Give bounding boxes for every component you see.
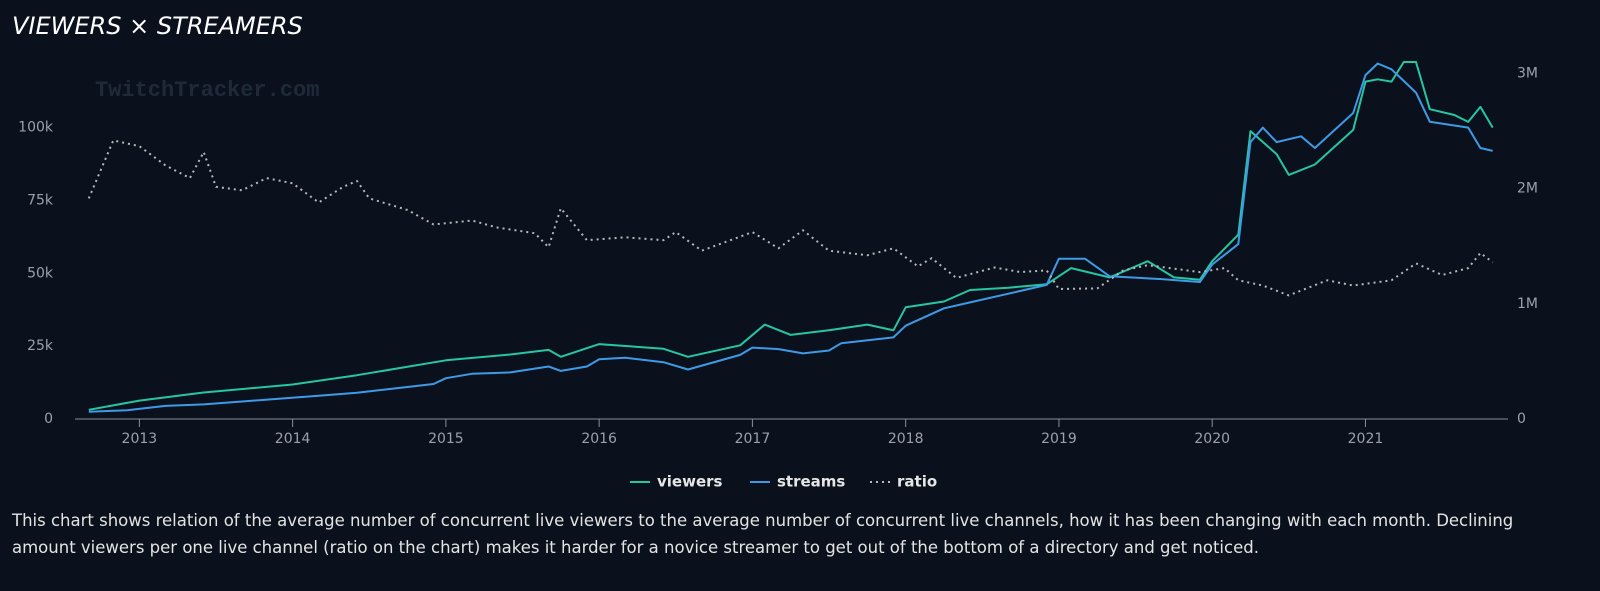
x-tick-label: 2014	[275, 431, 311, 447]
y-tick-label: 75k	[27, 192, 54, 208]
x-tick-label: 2015	[428, 431, 464, 447]
legend-label: viewers	[657, 473, 723, 491]
x-tick-label: 2017	[735, 431, 771, 447]
legend-label: streams	[777, 473, 845, 491]
chart: VIEWERS × STREAMERS TwitchTracker.com 20…	[12, 12, 1538, 491]
y-tick-label: 50k	[27, 265, 54, 281]
x-tick-label: 2021	[1348, 431, 1384, 447]
series-line	[88, 62, 1493, 413]
watermark: TwitchTracker.com	[95, 78, 319, 103]
y-tick-label: 0	[44, 411, 53, 427]
x-tick-label: 2018	[888, 431, 924, 447]
description: This chart shows relation of the average…	[12, 511, 1514, 557]
y-tick-label: 100k	[18, 120, 54, 136]
legend-label: ratio	[897, 473, 937, 491]
y2-tick-label: 2M	[1517, 181, 1538, 197]
y2-tick-label: 3M	[1517, 66, 1538, 82]
y-tick-label: 25k	[27, 338, 54, 354]
series-line	[87, 139, 1494, 297]
series-line	[88, 61, 1494, 411]
y2-tick-label: 1M	[1517, 296, 1538, 312]
x-tick-label: 2019	[1041, 431, 1077, 447]
y2-tick-label: 0	[1517, 411, 1526, 427]
chart-title: VIEWERS × STREAMERS	[12, 12, 303, 40]
x-tick-label: 2013	[122, 431, 158, 447]
x-tick-label: 2020	[1194, 431, 1230, 447]
x-tick-label: 2016	[581, 431, 617, 447]
